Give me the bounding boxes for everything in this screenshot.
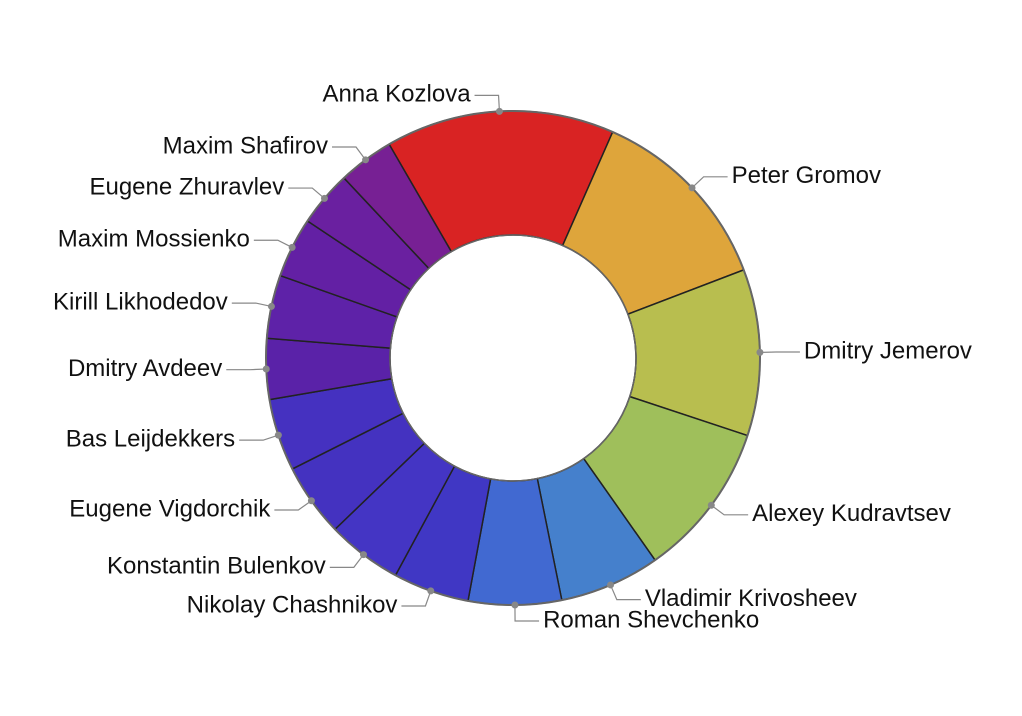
- leader-dot: [707, 501, 715, 509]
- leader-line: [710, 504, 749, 516]
- leader-line: [609, 584, 641, 601]
- leader-line: [329, 554, 364, 568]
- slice-label: Alexey Kudravtsev: [752, 500, 951, 527]
- leader-line: [474, 94, 501, 112]
- leader-dot: [307, 497, 315, 505]
- leader-dot: [274, 431, 282, 439]
- leader-dot: [688, 184, 696, 192]
- slice-label: Dmitry Jemerov: [804, 337, 972, 364]
- slice-label: Eugene Vigdorchik: [69, 495, 271, 522]
- leader-dot: [288, 243, 296, 251]
- leader-dot: [511, 601, 519, 609]
- leader-dot: [267, 302, 275, 310]
- slice-label: Vladimir Krivosheev: [645, 585, 857, 612]
- slice-label: Eugene Zhuravlev: [89, 173, 284, 200]
- leader-line: [274, 500, 312, 511]
- inner-ring: [389, 234, 637, 482]
- slice-label: Anna Kozlova: [322, 81, 471, 108]
- slice-label: Konstantin Bulenkov: [107, 553, 326, 580]
- leader-line: [332, 146, 367, 161]
- leader-dot: [359, 551, 367, 559]
- leader-dot: [362, 156, 370, 164]
- leader-dot: [262, 365, 270, 373]
- slice-label: Maxim Shafirov: [163, 132, 328, 159]
- leader-dot: [427, 587, 435, 595]
- leader-line: [691, 176, 728, 189]
- slice-label: Nikolay Chashnikov: [187, 591, 398, 618]
- slice-label: Roman Shevchenko: [543, 606, 759, 633]
- slice-label: Maxim Mossienko: [58, 226, 250, 253]
- leader-dot: [320, 194, 328, 202]
- slice-label: Bas Leijdekkers: [66, 425, 235, 452]
- leader-line: [231, 302, 272, 308]
- leader-line: [514, 604, 540, 622]
- slice-label: Peter Gromov: [732, 162, 881, 189]
- leader-line: [239, 434, 279, 441]
- slice-label: Kirill Likhodedov: [53, 288, 228, 315]
- leader-line: [401, 590, 432, 607]
- leader-dot: [495, 107, 503, 115]
- leader-line: [253, 239, 293, 248]
- slice-label: Dmitry Avdeev: [68, 355, 222, 382]
- leader-dot: [756, 348, 764, 356]
- leader-dot: [607, 581, 615, 589]
- leader-line: [288, 187, 325, 199]
- leader-line: [226, 368, 267, 371]
